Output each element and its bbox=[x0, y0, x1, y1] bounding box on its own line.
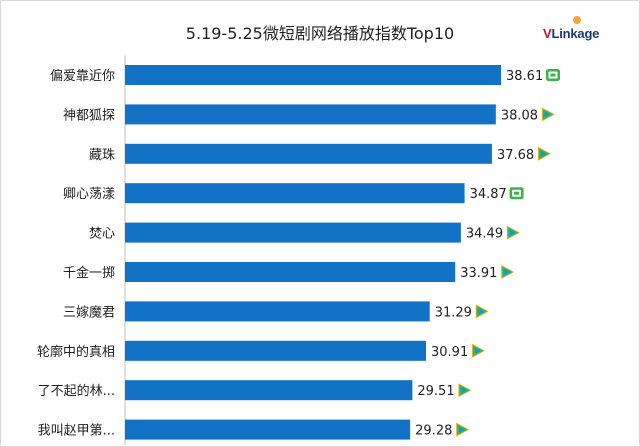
logo-text: VLinkage bbox=[543, 26, 599, 41]
bar bbox=[125, 301, 430, 322]
vlinkage-logo: VLinkage bbox=[543, 16, 613, 44]
value-label: 38.61 bbox=[506, 69, 543, 84]
bar bbox=[125, 65, 501, 85]
bar bbox=[125, 143, 492, 164]
tencent-video-icon bbox=[475, 304, 489, 319]
bar bbox=[125, 340, 427, 361]
category-label: 卿心荡漾 bbox=[63, 187, 115, 202]
value-label: 34.49 bbox=[466, 227, 503, 242]
tencent-icon-front bbox=[544, 111, 551, 118]
chart-title: 5.19-5.25微短剧网络播放指数Top10 bbox=[185, 24, 455, 43]
tencent-video-icon bbox=[506, 225, 520, 240]
tencent-video-icon bbox=[458, 383, 472, 398]
iqiyi-icon-mark bbox=[514, 191, 520, 195]
value-label: 34.87 bbox=[470, 187, 507, 202]
bar bbox=[125, 222, 461, 243]
tencent-icon-front bbox=[461, 387, 467, 394]
tencent-video-icon bbox=[537, 146, 551, 161]
category-label: 藏珠 bbox=[89, 148, 115, 163]
value-label: 31.29 bbox=[435, 305, 472, 320]
bar bbox=[125, 262, 456, 282]
tencent-icon-front bbox=[475, 347, 481, 354]
tencent-icon-front bbox=[478, 308, 485, 315]
iqiyi-icon-mark bbox=[550, 73, 556, 77]
category-label: 千金一掷 bbox=[63, 265, 115, 281]
value-label: 30.91 bbox=[431, 345, 468, 360]
category-label: 轮廓中的真相 bbox=[37, 344, 115, 360]
iqiyi-icon bbox=[546, 69, 560, 81]
logo-text-rest: Linkage bbox=[551, 26, 600, 41]
tencent-video-icon bbox=[501, 265, 515, 279]
logo-text-v: V bbox=[543, 26, 552, 41]
category-label: 神都狐探 bbox=[63, 108, 115, 123]
category-label: 焚心 bbox=[89, 227, 115, 242]
tencent-icon-front bbox=[459, 426, 465, 433]
value-label: 29.51 bbox=[417, 384, 454, 399]
logo-mark-icon bbox=[573, 16, 581, 24]
tencent-video-icon bbox=[472, 343, 486, 358]
bar bbox=[125, 380, 413, 401]
category-label: 偏爱靠近你 bbox=[50, 69, 115, 84]
value-label: 37.68 bbox=[497, 148, 534, 163]
bar bbox=[125, 419, 411, 440]
category-label: 了不起的林... bbox=[38, 383, 115, 399]
bar bbox=[125, 104, 496, 125]
tencent-icon-front bbox=[509, 229, 516, 236]
bar bbox=[125, 183, 465, 204]
tencent-icon-front bbox=[504, 269, 510, 275]
value-label: 38.08 bbox=[501, 108, 538, 123]
value-label: 33.91 bbox=[460, 266, 497, 281]
category-label: 我叫赵甲第... bbox=[38, 424, 115, 439]
tencent-icon-front bbox=[540, 150, 547, 157]
tencent-video-icon bbox=[541, 107, 555, 122]
category-label: 三嫁魔君 bbox=[63, 305, 115, 320]
tencent-video-icon bbox=[456, 422, 470, 437]
iqiyi-icon bbox=[509, 187, 524, 200]
value-label: 29.28 bbox=[415, 424, 452, 439]
